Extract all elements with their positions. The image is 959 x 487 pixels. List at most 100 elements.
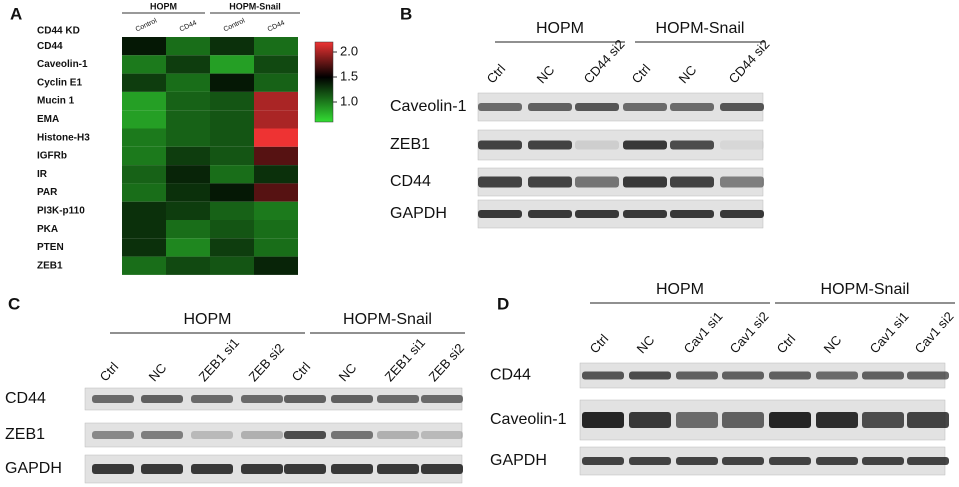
band <box>241 395 283 403</box>
band <box>191 395 233 403</box>
band <box>284 395 326 403</box>
lane-label: Cav1 si2 <box>727 309 772 357</box>
band <box>575 176 619 188</box>
band <box>191 431 233 439</box>
band <box>816 412 858 428</box>
band <box>92 464 134 474</box>
band <box>528 210 572 218</box>
row-label: IGFRb <box>37 151 67 162</box>
heatmap-cell <box>166 201 210 220</box>
heatmap-cell <box>254 128 298 147</box>
heatmap-cell <box>254 256 298 275</box>
band <box>676 371 718 380</box>
heatmap-cell <box>166 128 210 147</box>
band <box>582 412 624 428</box>
heatmap-cell <box>166 238 210 257</box>
blot-label: ZEB1 <box>390 136 430 153</box>
heatmap-cell <box>210 256 254 275</box>
band <box>421 431 463 439</box>
heatmap-cell <box>254 91 298 111</box>
band <box>722 412 764 428</box>
band <box>720 210 764 218</box>
lane-label: ZEB si2 <box>246 340 288 384</box>
row-label: EMA <box>37 114 59 125</box>
band <box>629 457 671 465</box>
heatmap-cell <box>166 91 210 111</box>
heatmap-cell <box>210 220 254 239</box>
lane-label: NC <box>821 332 845 356</box>
heatmap-cell <box>122 37 166 56</box>
lane-label: Ctrl <box>484 61 509 86</box>
band <box>331 395 373 403</box>
heatmap-cell <box>122 91 166 111</box>
band <box>421 464 463 474</box>
band <box>528 103 572 111</box>
heatmap-cell <box>210 128 254 147</box>
colorbar-tick-label: 1.0 <box>340 93 358 108</box>
group-label: HOPM-Snail <box>343 311 432 328</box>
colorbar-tick-label: 1.5 <box>340 68 358 83</box>
heatmap-cell <box>122 220 166 239</box>
heatmap-cell <box>254 73 298 92</box>
blot-label: CD44 <box>5 390 46 407</box>
band <box>284 464 326 474</box>
lane-label: Cav1 si1 <box>867 309 912 357</box>
band <box>191 464 233 474</box>
band <box>528 176 572 188</box>
blot-strip <box>477 129 764 161</box>
heatmap-cell <box>122 73 166 92</box>
heatmap-cell <box>122 183 166 202</box>
heatmap-cell <box>254 110 298 129</box>
heatmap-cell <box>254 165 298 184</box>
blot-strip <box>477 167 764 197</box>
heatmap-cell <box>254 55 298 74</box>
row-label: Mucin 1 <box>37 96 75 107</box>
lane-label: Cav1 si2 <box>912 309 957 357</box>
band <box>92 431 134 439</box>
heatmap-cell <box>210 165 254 184</box>
band <box>816 457 858 465</box>
group-label: HOPM <box>184 311 232 328</box>
band <box>478 103 522 111</box>
band <box>670 176 714 188</box>
blot-label: GAPDH <box>5 460 62 477</box>
band <box>722 371 764 380</box>
heatmap-cell <box>210 91 254 111</box>
lane-label: CD44 si2 <box>726 37 773 87</box>
band <box>623 176 667 188</box>
band <box>478 140 522 150</box>
heatmap-cell <box>254 146 298 166</box>
lane-label: NC <box>634 332 658 356</box>
lane-label: Ctrl <box>629 61 654 86</box>
band <box>331 464 373 474</box>
heatmap-cell <box>210 110 254 129</box>
heatmap-cell <box>210 238 254 257</box>
heatmap-cell <box>254 183 298 202</box>
band <box>670 103 714 111</box>
band <box>816 371 858 380</box>
band <box>582 371 624 380</box>
band <box>769 412 811 428</box>
heatmap-cell <box>122 146 166 166</box>
band <box>141 431 183 439</box>
lane-label: NC <box>676 62 700 86</box>
lane-label: CD44 si2 <box>581 37 628 87</box>
lane-label: ZEB1 si1 <box>196 335 242 384</box>
band <box>284 431 326 439</box>
band <box>670 140 714 150</box>
band <box>575 210 619 218</box>
colorbar <box>314 41 334 123</box>
heatmap-cell <box>122 128 166 147</box>
band <box>377 431 419 439</box>
heatmap-cell <box>166 110 210 129</box>
band <box>478 176 522 188</box>
band <box>623 140 667 150</box>
group-label: HOPM <box>656 281 704 298</box>
band <box>478 210 522 218</box>
band <box>241 464 283 474</box>
heatmap-cell <box>166 55 210 74</box>
group-label: HOPM <box>536 20 584 37</box>
band <box>241 431 283 439</box>
column-label: Control <box>135 17 159 33</box>
group-label: HOPM-Snail <box>229 1 281 11</box>
